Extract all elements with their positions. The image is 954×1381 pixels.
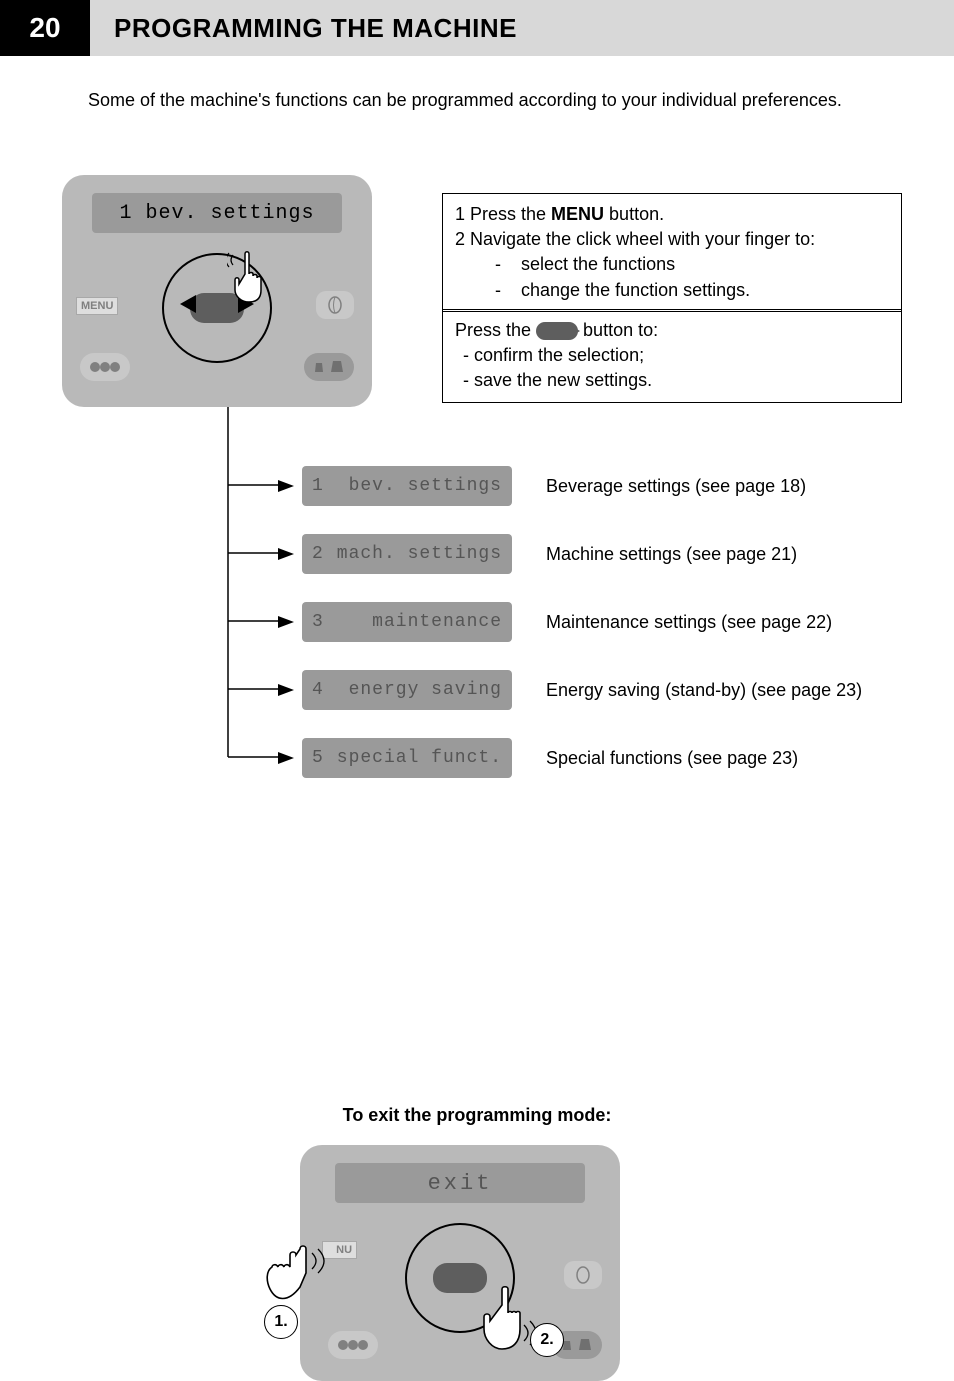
menu-row-2: 2 mach. settings Machine settings (see pa…: [218, 533, 918, 575]
menu-chip-4: 4 energy saving: [302, 670, 512, 710]
menu-row-3: 3 maintenance Maintenance settings (see p…: [218, 601, 918, 643]
menu-chip-1: 1 bev. settings: [302, 466, 512, 506]
page-number: 20: [29, 12, 60, 44]
instruction-box-1: 1 Press the MENU button. 2 Navigate the …: [442, 193, 902, 312]
finger-touch-icon: [227, 250, 273, 306]
arrow-icon: [278, 752, 294, 764]
menu-desc-2: Machine settings (see page 21): [546, 544, 797, 565]
instr2-item1: confirm the selection;: [463, 343, 889, 368]
exit-title: To exit the programming mode:: [0, 1105, 954, 1126]
menu-chip-5: 5 special funct.: [302, 738, 512, 778]
menu-chip-text: bev. settings: [349, 476, 502, 496]
menu-desc-4: Energy saving (stand-by) (see page 23): [546, 680, 862, 701]
instr2-suffix: button to:: [578, 320, 658, 340]
instr2-prefix: Press the: [455, 320, 536, 340]
instr1-sub2-text: change the function settings.: [521, 280, 750, 300]
bean-button-exit[interactable]: [564, 1261, 602, 1289]
instr1-sub1-text: select the functions: [521, 254, 675, 274]
menu-row-1: 1 bev. settings Beverage settings (see pa…: [218, 465, 918, 507]
menu-num: 2: [312, 544, 324, 564]
page-header: 20 PROGRAMMING THE MACHINE: [0, 0, 954, 56]
menu-desc-3: Maintenance settings (see page 22): [546, 612, 832, 633]
menu-desc-1: Beverage settings (see page 18): [546, 476, 806, 497]
instr1-prefix: 1 Press the: [455, 204, 551, 224]
instr2-item2: save the new settings.: [463, 368, 889, 393]
menu-num: 5: [312, 748, 324, 768]
menu-chip-3: 3 maintenance: [302, 602, 512, 642]
instr2-line1: Press the button to:: [455, 318, 889, 343]
instr1-sub2: - change the function settings.: [495, 278, 889, 303]
device-panel-exit: exit MNU: [300, 1145, 620, 1381]
menu-button-label[interactable]: MENU: [76, 297, 118, 315]
arrow-icon: [278, 616, 294, 628]
page-number-box: 20: [0, 0, 90, 56]
arrow-icon: [278, 548, 294, 560]
instr1-sub1: - select the functions: [495, 252, 889, 277]
wheel-arrow-left-icon: [180, 295, 196, 313]
confirm-button-inline-icon: [536, 322, 578, 340]
menu-chip-text: energy saving: [349, 680, 502, 700]
menu-desc-5: Special functions (see page 23): [546, 748, 798, 769]
instr1-suffix: button.: [604, 204, 664, 224]
instr1-line2: 2 Navigate the click wheel with your fin…: [455, 227, 889, 252]
menu-row-5: 5 special funct. Special functions (see p…: [218, 737, 918, 779]
instruction-box-2: Press the button to: confirm the selecti…: [442, 309, 902, 403]
instr1-menu-word: MENU: [551, 204, 604, 224]
menu-chip-text: mach. settings: [337, 544, 502, 564]
lcd-display-top: 1 bev. settings: [92, 193, 342, 233]
callout-step-2: 2.: [530, 1323, 564, 1357]
page-title: PROGRAMMING THE MACHINE: [114, 13, 517, 44]
header-gray-bar: PROGRAMMING THE MACHINE: [90, 0, 954, 56]
coffee-strength-button[interactable]: [304, 353, 354, 381]
menu-row-4: 4 energy saving Energy saving (stand-by) …: [218, 669, 918, 711]
device-panel-top: 1 bev. settings MENU: [62, 175, 372, 407]
instr1-line1: 1 Press the MENU button.: [455, 202, 889, 227]
menu-num: 4: [312, 680, 324, 700]
menu-chip-text: special funct.: [337, 748, 502, 768]
lcd-display-exit: exit: [335, 1163, 585, 1203]
arrow-icon: [278, 480, 294, 492]
menu-num: 3: [312, 612, 324, 632]
menu-tree: 1 bev. settings Beverage settings (see pa…: [218, 465, 918, 805]
intro-text: Some of the machine's functions can be p…: [88, 90, 954, 111]
arrow-icon: [278, 684, 294, 696]
drops-button[interactable]: [80, 353, 130, 381]
drops-button-exit[interactable]: [328, 1331, 378, 1359]
menu-chip-2: 2 mach. settings: [302, 534, 512, 574]
callout-step-1: 1.: [264, 1305, 298, 1339]
instr2-list: confirm the selection; save the new sett…: [463, 343, 889, 393]
menu-num: 1: [312, 476, 324, 496]
bean-button[interactable]: [316, 291, 354, 319]
menu-chip-text: maintenance: [372, 612, 502, 632]
